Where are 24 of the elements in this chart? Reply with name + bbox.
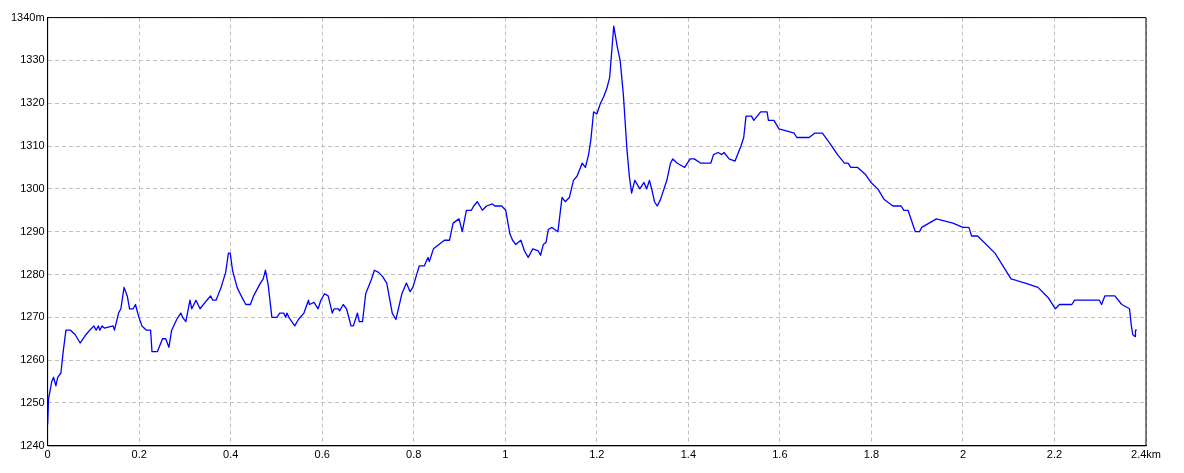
x-tick-label: 1.4 — [680, 448, 696, 461]
x-tick-label: 2 — [959, 448, 966, 461]
x-tick-label: 1.6 — [772, 448, 788, 461]
x-tick-label: 1.2 — [589, 448, 605, 461]
x-tick-label: 0.4 — [223, 448, 239, 461]
y-tick-label: 1280 — [20, 267, 45, 280]
y-tick-label: 1270 — [20, 310, 45, 323]
x-tick-label: 0.6 — [314, 448, 330, 461]
x-tick-label: 2.4km — [1131, 448, 1161, 461]
y-tick-label: 1250 — [20, 396, 45, 409]
y-tick-label: 1290 — [20, 224, 45, 237]
x-tick-label: 0.2 — [131, 448, 147, 461]
y-tick-label: 1300 — [20, 181, 45, 194]
y-tick-label: 1240 — [20, 438, 45, 451]
y-tick-label: 1330 — [20, 53, 45, 66]
y-tick-label: 1260 — [20, 353, 45, 366]
x-tick-label: 0.8 — [406, 448, 422, 461]
x-tick-label: 1 — [502, 448, 509, 461]
y-tick-label: 1320 — [20, 96, 45, 109]
x-tick-label: 2.2 — [1046, 448, 1063, 461]
x-tick-label: 1.8 — [863, 448, 880, 461]
y-tick-label: 1340m — [10, 10, 45, 23]
y-tick-label: 1310 — [20, 139, 45, 152]
x-tick-label: 0 — [44, 448, 51, 461]
